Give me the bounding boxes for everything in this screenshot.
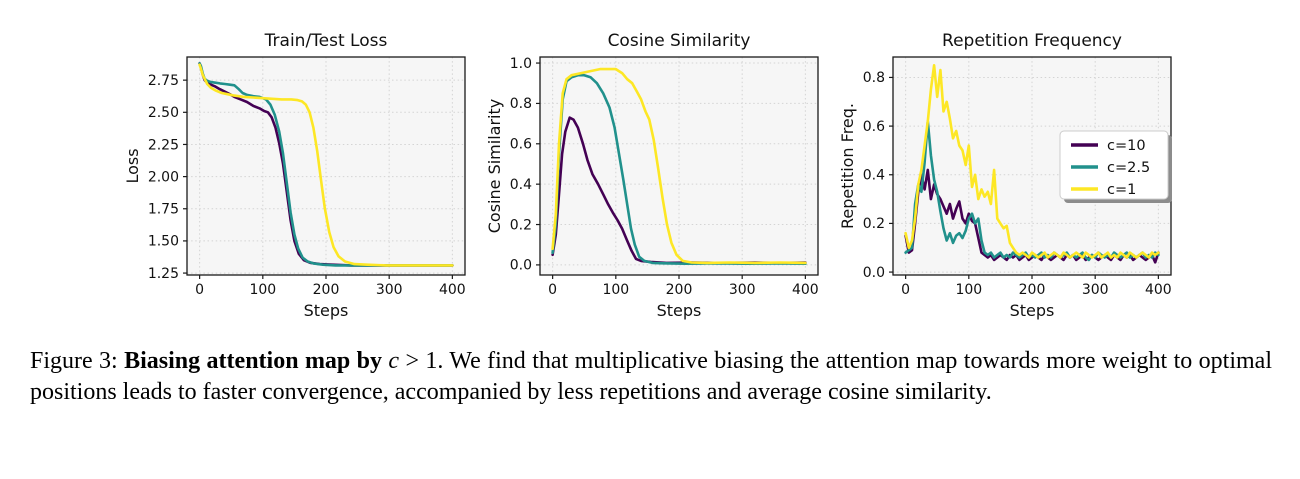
y-tick-label: 1.50	[148, 234, 179, 250]
legend-label: c=10	[1107, 138, 1146, 154]
x-tick-label: 200	[666, 282, 693, 298]
chart-title: Repetition Frequency	[942, 31, 1122, 51]
x-tick-label: 300	[1082, 282, 1109, 298]
y-tick-label: 0.4	[510, 177, 532, 193]
x-tick-label: 300	[729, 282, 756, 298]
caption-figure-label: Figure 3:	[30, 348, 125, 374]
series-line-c2.5	[198, 62, 454, 267]
y-tick-label: 2.50	[148, 105, 179, 121]
y-tick-label: 0.4	[863, 168, 885, 184]
y-axis-label: Cosine Similarity	[485, 99, 504, 233]
chart-title: Train/Test Loss	[264, 31, 388, 51]
legend: c=10 c=2.5 c=1	[1059, 130, 1172, 203]
chart-3: 0 100 200 300 400 0.0 0.2 0.4 0.6 0.8 Repetition F…	[838, 31, 1172, 320]
x-tick-label: 0	[901, 282, 910, 298]
caption-body-text: . We find that multiplicative biasing th…	[30, 348, 1272, 405]
legend-label: c=2.5	[1107, 160, 1150, 176]
x-tick-label: 100	[955, 282, 982, 298]
caption-math-rest: > 1	[399, 348, 438, 374]
y-tick-label: 2.00	[148, 169, 179, 185]
x-tick-label: 400	[1145, 282, 1172, 298]
chart-2: 0 100 200 300 400 0.0 0.2 0.4 0.6 0.8 1.0 Cosine Si…	[485, 31, 819, 320]
x-tick-label: 300	[376, 282, 403, 298]
x-axis-label: Steps	[1010, 301, 1055, 320]
y-tick-label: 0.8	[510, 96, 532, 112]
y-tick-label: 0.0	[863, 265, 885, 281]
y-tick-label: 1.0	[510, 56, 532, 72]
y-tick-label: 0.8	[863, 70, 885, 86]
y-tick-label: 0.6	[863, 119, 885, 135]
x-tick-label: 100	[249, 282, 276, 298]
series-line-c1	[198, 63, 454, 267]
x-axis-label: Steps	[304, 301, 349, 320]
x-tick-label: 200	[1019, 282, 1046, 298]
x-tick-label: 400	[439, 282, 466, 298]
y-tick-label: 1.25	[148, 266, 179, 282]
chart-1: 0 100 200 300 400 1.25 1.50 1.75 2.00 2.25 2.50 2.7…	[123, 31, 466, 320]
y-tick-label: 0.6	[510, 137, 532, 153]
x-axis-label: Steps	[657, 301, 702, 320]
caption-math-c: c	[388, 348, 400, 374]
series-line-c2.5	[551, 73, 807, 266]
x-tick-label: 100	[602, 282, 629, 298]
legend-box	[1059, 130, 1169, 200]
series-line-c1	[551, 67, 807, 265]
series-line-c1	[904, 64, 1160, 259]
y-tick-label: 0.2	[863, 216, 885, 232]
y-axis-label: Loss	[123, 148, 142, 183]
x-tick-label: 0	[195, 282, 204, 298]
x-tick-label: 400	[792, 282, 819, 298]
series-line-c2.5	[904, 119, 1160, 262]
charts-canvas: 0 100 200 300 400 1.25 1.50 1.75 2.00 2.25 2.50 2.7…	[123, 31, 1172, 320]
y-tick-label: 0.2	[510, 217, 532, 233]
chart-title: Cosine Similarity	[608, 31, 751, 51]
x-tick-label: 200	[313, 282, 340, 298]
figure-caption: Figure 3: Biasing attention map by c > 1…	[30, 346, 1272, 408]
legend-label: c=1	[1107, 182, 1136, 198]
y-tick-label: 2.75	[148, 73, 179, 89]
y-tick-label: 1.75	[148, 202, 179, 218]
caption-bold-title: Biasing attention map by	[124, 348, 389, 374]
y-tick-label: 0.0	[510, 258, 532, 274]
y-axis-label: Repetition Freq.	[838, 103, 857, 229]
y-tick-label: 2.25	[148, 137, 179, 153]
x-tick-label: 0	[548, 282, 557, 298]
